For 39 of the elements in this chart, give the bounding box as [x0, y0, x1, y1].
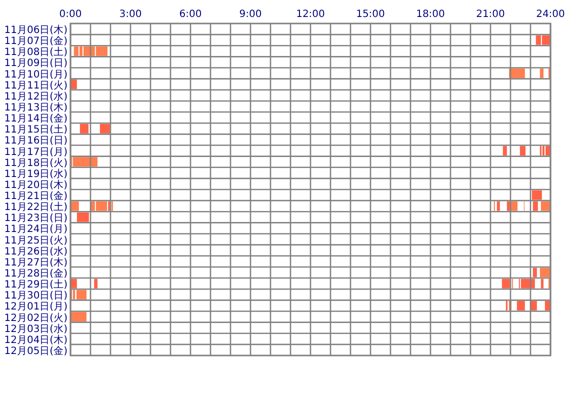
y-tick-label: 12月01日(月): [4, 302, 68, 313]
y-tick-label: 11月11日(火): [4, 79, 68, 92]
y-tick-label: 12月03日(水): [4, 322, 68, 335]
x-tick-label: 15:00: [356, 9, 385, 20]
y-tick-label: 11月21日(金): [4, 190, 68, 202]
x-tick-label: 0:00: [59, 9, 82, 20]
y-tick-label: 11月28日(金): [4, 268, 68, 280]
y-tick-label: 11月25日(火): [4, 234, 68, 246]
y-tick-label: 11月26日(水): [4, 245, 68, 258]
y-tick-label: 11月18日(火): [4, 156, 68, 169]
y-tick-label: 11月10日(月): [4, 69, 68, 80]
y-tick-label: 12月05日(金): [4, 344, 68, 357]
y-tick-label: 11月27日(木): [4, 256, 68, 268]
x-tick-label: 6:00: [179, 9, 202, 20]
y-tick-label: 11月12日(水): [4, 90, 68, 102]
x-tick-label: 24:00: [536, 9, 565, 20]
x-tick-label: 18:00: [416, 9, 445, 20]
y-tick-label: 12月02日(火): [4, 312, 68, 324]
y-tick-label: 11月19日(水): [4, 168, 68, 180]
x-tick-label: 12:00: [296, 9, 325, 20]
x-tick-label: 3:00: [119, 9, 142, 20]
y-tick-label: 11月30日(日): [4, 290, 68, 302]
x-tick-label: 21:00: [476, 9, 505, 20]
y-tick-label: 11月15日(土): [4, 124, 68, 136]
y-tick-label: 11月23日(日): [4, 213, 68, 224]
y-tick-label: 11月16日(日): [4, 136, 68, 147]
y-tick-label: 11月13日(木): [4, 102, 68, 114]
x-tick-label: 9:00: [239, 9, 262, 20]
y-tick-label: 11月14日(金): [4, 112, 68, 125]
y-tick-label: 11月20日(木): [4, 178, 68, 191]
y-tick-label: 11月07日(金): [4, 35, 68, 48]
y-tick-label: 12月04日(木): [4, 334, 68, 346]
y-tick-label: 11月24日(月): [4, 224, 68, 236]
y-tick-label: 11月09日(日): [4, 58, 68, 70]
y-tick-label: 11月08日(土): [4, 46, 68, 58]
y-tick-label: 11月06日(木): [4, 24, 68, 36]
y-tick-label: 11月17日(月): [4, 146, 68, 158]
y-tick-label: 11月22日(土): [4, 201, 68, 214]
y-tick-label: 11月29日(土): [4, 278, 68, 291]
